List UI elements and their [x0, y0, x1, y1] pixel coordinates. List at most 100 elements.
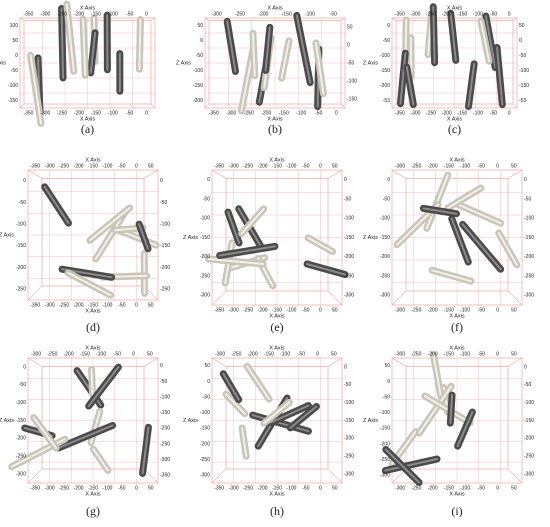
tick-label: -250 — [411, 485, 421, 491]
cylinder-highlight — [431, 269, 472, 283]
tick-label: -150 — [200, 426, 210, 432]
cylinder-highlight — [458, 203, 502, 225]
tick-label: -250 — [244, 110, 254, 116]
tick-label: 50 — [511, 307, 517, 313]
tick-label: -200 — [344, 254, 354, 260]
caption: (c) — [448, 122, 461, 136]
tick-label: -50 — [160, 379, 167, 385]
wire-edge — [340, 17, 346, 21]
x-axis-label: X Axis — [449, 157, 465, 163]
tick-label: -200 — [524, 436, 534, 442]
tick-label: -100 — [96, 351, 106, 357]
caption: (a) — [81, 122, 94, 136]
tick-label: -150 — [272, 307, 282, 313]
tick-label: -200 — [200, 254, 210, 260]
tick-label: 50 — [197, 23, 203, 29]
tick-label: -150 — [279, 110, 289, 116]
cylinder-highlight — [226, 20, 237, 73]
tick-label: -150 — [380, 235, 390, 241]
tick-label: -50 — [383, 196, 390, 202]
tick-label: -50 — [302, 307, 309, 313]
caption: (g) — [86, 504, 100, 518]
tick-label: -350 — [214, 163, 224, 169]
tick-label: -350 — [30, 163, 40, 169]
tick-label: -300 — [344, 471, 354, 477]
cylinder-highlight — [246, 365, 271, 401]
tick-label: -250 — [524, 454, 534, 460]
tick-label: -300 — [16, 471, 26, 477]
wire-edge — [19, 17, 25, 21]
tick-label: 0 — [135, 302, 138, 308]
tick-label: -100 — [380, 53, 390, 59]
tick-label: -50 — [315, 110, 322, 116]
tick-label: 50 — [347, 24, 353, 30]
wire-edge — [327, 357, 343, 367]
wire-edge — [391, 290, 407, 306]
cylinder-highlight — [225, 393, 246, 415]
cylinder-highlight — [141, 426, 150, 475]
tick-label: -300 — [215, 351, 225, 357]
tick-label: -150 — [444, 163, 454, 169]
cylinder-highlight — [32, 416, 58, 450]
tick-label: 0 — [132, 351, 135, 357]
tick-label: -50 — [302, 485, 309, 491]
tick-label: -250 — [344, 273, 354, 279]
tick-label: -150 — [193, 83, 203, 89]
tick-label: -100 — [193, 68, 203, 74]
cylinder-highlight — [422, 207, 458, 215]
tick-label: -200 — [248, 351, 258, 357]
tick-label: -50 — [118, 302, 125, 308]
tick-label: -200 — [524, 254, 534, 260]
tick-label: -300 — [40, 110, 50, 116]
tick-label: -300 — [410, 110, 420, 116]
cylinder-highlight — [450, 217, 470, 264]
cylinder-highlight — [218, 245, 276, 257]
tick-label: -50 — [478, 307, 485, 313]
tick-label: 50 — [204, 363, 210, 369]
tick-label: 50 — [519, 23, 525, 29]
tick-label: -200 — [428, 351, 438, 357]
tick-label: -100 — [305, 11, 315, 17]
tick-label: -300 — [395, 163, 405, 169]
caption: (f) — [451, 320, 463, 334]
tick-label: -150 — [524, 418, 534, 424]
cylinder-highlight — [207, 258, 265, 265]
tick-label: -350 — [23, 11, 33, 17]
tick-label: -250 — [57, 11, 67, 17]
tick-label: -200 — [258, 163, 268, 169]
tick-label: -50 — [478, 485, 485, 491]
caption: (b) — [268, 122, 282, 136]
wire-edge — [327, 290, 343, 306]
tick-label: -250 — [160, 286, 170, 292]
tick-label: -200 — [258, 307, 268, 313]
wire-edge — [211, 357, 227, 367]
z-axis-label: Z Axis — [0, 418, 14, 424]
panel: -300 -250 -200 -150 -100 -50 0 50 -350 -300 -250 -2… — [0, 345, 170, 517]
panel: -350 -300 -250 -200 -150 -100 -50 0 -350 -300 -250… — [0, 0, 156, 136]
panel: -300 -250 -200 -150 -100 -50 0 50 -350 -300 -250 -2… — [183, 345, 354, 517]
tick-label: 50 — [511, 163, 517, 169]
tick-label: 0 — [15, 53, 18, 59]
caption: (h) — [270, 504, 284, 518]
tick-label: -150 — [200, 235, 210, 241]
tick-label: 0 — [496, 163, 499, 169]
tick-label: -200 — [16, 265, 26, 271]
cylinder-highlight — [262, 401, 291, 425]
wire-edge — [27, 285, 43, 301]
tick-label: -50 — [383, 394, 390, 400]
tick-label: -50 — [298, 351, 305, 357]
tick-label: 0 — [200, 38, 203, 44]
tick-label: -100 — [460, 485, 470, 491]
tick-label: -100 — [160, 221, 170, 227]
tick-label: -250 — [411, 351, 421, 357]
x-axis-label: X Axis — [449, 313, 465, 319]
tick-label: 0 — [319, 485, 322, 491]
tick-label: -250 — [160, 441, 170, 447]
x-axis-label: X Axis — [449, 491, 465, 497]
cylinder-highlight — [280, 39, 291, 80]
tick-label: 0 — [319, 307, 322, 313]
cylinder-highlight — [432, 353, 442, 398]
tick-label: -150 — [380, 68, 390, 74]
tick-label: 50 — [511, 351, 517, 357]
z-axis-label: Z Axis — [183, 235, 198, 241]
